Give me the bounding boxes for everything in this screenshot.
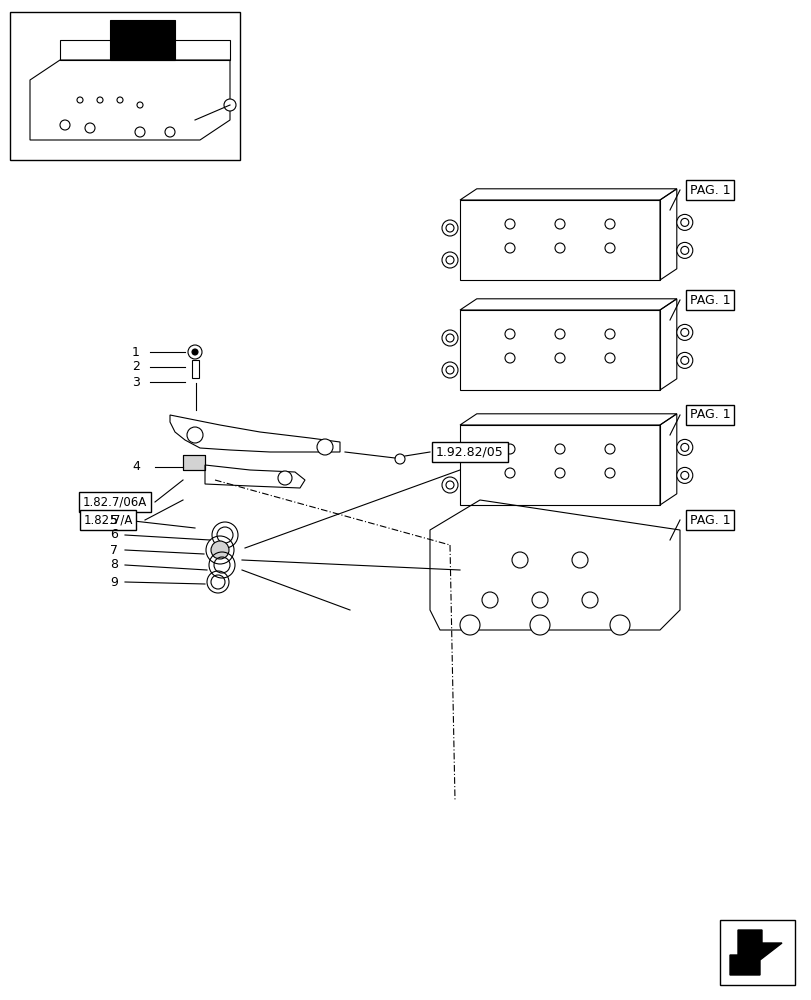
Circle shape [211,541,229,559]
Circle shape [445,256,453,264]
Circle shape [554,353,564,363]
Text: 4: 4 [132,460,139,474]
Circle shape [604,468,614,478]
Text: 9: 9 [110,576,118,588]
Circle shape [460,615,479,635]
Circle shape [394,454,405,464]
Circle shape [441,220,457,236]
Circle shape [604,243,614,253]
Circle shape [504,468,514,478]
Circle shape [604,353,614,363]
Circle shape [676,242,692,258]
Circle shape [316,439,333,455]
Circle shape [441,330,457,346]
Polygon shape [729,930,781,975]
Circle shape [441,477,457,493]
Bar [460,310,659,390]
Circle shape [441,445,457,461]
Circle shape [445,481,453,489]
Circle shape [445,449,453,457]
Circle shape [554,243,564,253]
Bar [460,425,659,505]
Circle shape [504,444,514,454]
Bar [719,920,794,985]
Circle shape [604,329,614,339]
Circle shape [504,353,514,363]
Circle shape [85,123,95,133]
Circle shape [604,219,614,229]
Circle shape [571,552,587,568]
Circle shape [504,219,514,229]
Circle shape [224,99,236,111]
Circle shape [188,345,202,359]
Polygon shape [109,20,175,60]
Text: 1.82.7/A: 1.82.7/A [84,514,132,526]
Circle shape [277,471,292,485]
Circle shape [554,444,564,454]
Circle shape [554,219,564,229]
Circle shape [676,467,692,483]
Bar [460,200,659,280]
Circle shape [609,615,629,635]
Circle shape [531,592,547,608]
Circle shape [680,356,688,364]
Text: PAG. 1: PAG. 1 [689,408,729,422]
Circle shape [482,592,497,608]
Circle shape [445,334,453,342]
Circle shape [137,102,143,108]
Circle shape [441,362,457,378]
Circle shape [554,329,564,339]
Text: 5: 5 [109,514,118,526]
Circle shape [504,243,514,253]
Text: PAG. 1: PAG. 1 [689,184,729,196]
Circle shape [680,471,688,479]
Text: 6: 6 [110,528,118,542]
Circle shape [191,349,198,355]
Text: 1.92.82/05: 1.92.82/05 [436,446,504,458]
Circle shape [676,324,692,340]
Circle shape [554,468,564,478]
Text: 1: 1 [132,346,139,359]
Bar [191,360,199,378]
Circle shape [680,246,688,254]
Circle shape [187,427,203,443]
Circle shape [445,224,453,232]
Circle shape [676,214,692,230]
Text: 5: 5 [109,514,118,526]
Text: 2: 2 [132,360,139,373]
Circle shape [676,352,692,368]
Text: 1.82.7/06A: 1.82.7/06A [83,495,147,508]
Text: 8: 8 [109,558,118,572]
Circle shape [445,366,453,374]
Circle shape [441,252,457,268]
Circle shape [77,97,83,103]
Circle shape [504,329,514,339]
Bar [10,12,240,160]
Circle shape [117,97,122,103]
Circle shape [581,592,597,608]
Circle shape [680,328,688,336]
Circle shape [135,127,145,137]
Circle shape [512,552,527,568]
Bar [182,455,204,470]
Circle shape [97,97,103,103]
Circle shape [60,120,70,130]
Text: 3: 3 [132,375,139,388]
Circle shape [680,443,688,451]
Text: 7: 7 [109,544,118,556]
Circle shape [676,439,692,455]
Bar [182,455,204,470]
Text: PAG. 1: PAG. 1 [689,514,729,526]
Circle shape [530,615,549,635]
Text: PAG. 1: PAG. 1 [689,294,729,306]
Circle shape [680,218,688,226]
Circle shape [165,127,175,137]
Circle shape [604,444,614,454]
